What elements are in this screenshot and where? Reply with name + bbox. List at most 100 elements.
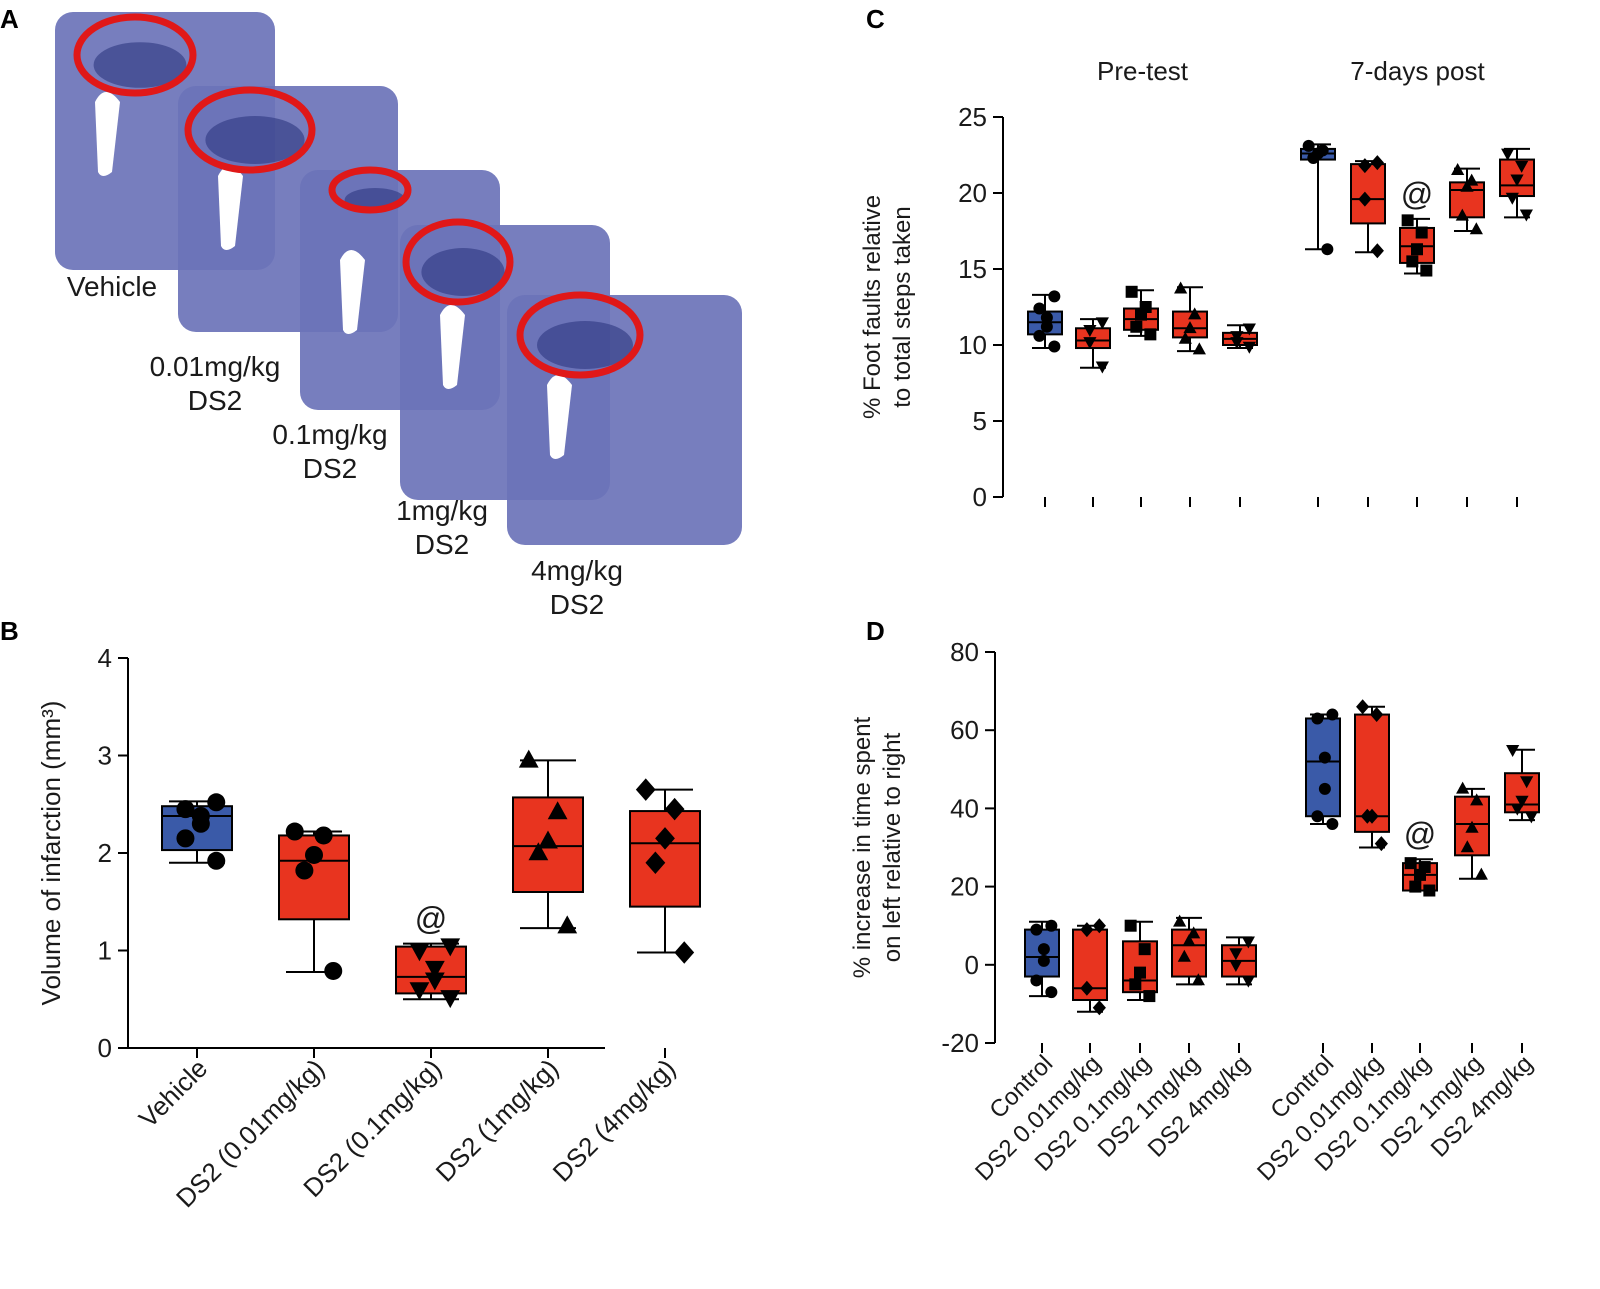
y-tick-label: 60 [950, 715, 979, 745]
data-point [424, 960, 445, 979]
data-point [1242, 341, 1256, 354]
y-axis-label-line: % increase in time spent [849, 716, 876, 978]
y-tick-label: 20 [958, 178, 987, 208]
box-iqr [629, 810, 701, 908]
data-point [645, 851, 666, 874]
cortex-region [205, 116, 305, 164]
data-point [1134, 966, 1146, 979]
data-point [1456, 781, 1470, 794]
slice-label: 1mg/kg [396, 495, 488, 526]
box-plot [512, 749, 584, 934]
data-point [1191, 973, 1205, 986]
data-point [1040, 311, 1053, 324]
significance-mark: @ [1401, 176, 1433, 212]
cortex-region [421, 248, 505, 296]
data-point [1182, 934, 1196, 947]
data-point [1370, 707, 1384, 723]
data-point [1365, 808, 1379, 824]
data-point [1183, 321, 1197, 334]
box-plot [1024, 919, 1060, 999]
data-point [1455, 208, 1469, 221]
data-point [1404, 857, 1417, 870]
data-point [440, 990, 461, 1009]
data-point [1470, 793, 1484, 806]
data-point [1358, 191, 1372, 207]
panel-a-brain-slices: Vehicle0.01mg/kgDS20.1mg/kgDS21mg/kgDS24… [55, 12, 742, 620]
data-point [1144, 328, 1157, 341]
box-plot [1172, 281, 1208, 355]
data-point [1178, 331, 1192, 344]
data-point [424, 972, 445, 991]
y-tick-label: 2 [98, 838, 112, 868]
data-point [1040, 320, 1053, 333]
box-plot [1305, 708, 1341, 831]
data-point [1037, 943, 1050, 956]
x-tick-label: DS2 (1mg/kg) [430, 1053, 565, 1188]
data-point [1415, 226, 1428, 239]
data-point [528, 842, 549, 861]
box-plot [1399, 214, 1435, 277]
slice-label: DS2 [415, 529, 469, 560]
panel-letter-a: A [0, 4, 19, 34]
data-point [295, 861, 314, 880]
data-point [1080, 922, 1094, 938]
data-point [538, 830, 558, 849]
y-tick-label: 15 [958, 254, 987, 284]
data-point [1241, 936, 1255, 949]
data-point [1318, 751, 1331, 764]
data-point [1510, 174, 1524, 187]
y-tick-label: 40 [950, 793, 979, 823]
box-plot [1075, 317, 1111, 374]
data-point [1143, 990, 1156, 1003]
data-point [1033, 302, 1046, 315]
y-axis-label-line: % Foot faults relative [859, 195, 886, 419]
infarct-outline [73, 13, 197, 97]
data-point [1130, 320, 1143, 333]
data-point [409, 943, 430, 962]
data-point [1520, 776, 1534, 789]
box-plot [1354, 699, 1390, 852]
slice-label: DS2 [188, 385, 242, 416]
data-point [674, 941, 695, 964]
x-tick-label: DS2 (4mg/kg) [547, 1053, 682, 1188]
data-point [1358, 158, 1372, 174]
y-axis-label-line: on left relative to right [879, 732, 906, 962]
y-tick-label: 20 [950, 872, 979, 902]
slice-label: 0.1mg/kg [272, 419, 387, 450]
data-point [207, 793, 226, 812]
group-header-pre-test: Pre-test [1097, 56, 1189, 86]
data-point [1187, 926, 1201, 939]
y-tick-label: 3 [98, 741, 112, 771]
data-point [1173, 914, 1187, 927]
data-point [1030, 974, 1043, 987]
data-point [1519, 209, 1533, 222]
data-point [324, 961, 343, 980]
infarct-outline [328, 166, 412, 214]
group-header-7-days-post: 7-days post [1350, 56, 1485, 86]
box-plot [1454, 781, 1490, 880]
slice-label: Vehicle [67, 271, 157, 302]
data-point [1321, 243, 1334, 256]
y-axis-label: Volume of infarction (mm³) [36, 701, 66, 1006]
data-point [1370, 155, 1384, 171]
data-point [1370, 243, 1384, 259]
panel-letter-b: B [0, 616, 19, 646]
box-plot [395, 938, 467, 1009]
data-point [1460, 840, 1474, 853]
data-point [1311, 712, 1324, 725]
cortex-region [93, 42, 187, 88]
panel-letter-d: D [866, 616, 885, 646]
data-point [1469, 222, 1483, 235]
data-point [1138, 943, 1151, 956]
data-point [1505, 192, 1519, 205]
brain-slice [507, 291, 742, 545]
y-axis-label: % increase in time spent on left relative… [849, 716, 906, 978]
box-plot [1350, 155, 1386, 259]
data-point [207, 851, 226, 870]
panel-d-time-spent-chart: -20 0 20 40 60 80 % increase in time spent on l… [849, 637, 1540, 1186]
data-point [409, 982, 430, 1001]
y-tick-label: 4 [98, 643, 112, 673]
y-tick-label: 0 [965, 950, 979, 980]
data-point [1423, 884, 1436, 897]
